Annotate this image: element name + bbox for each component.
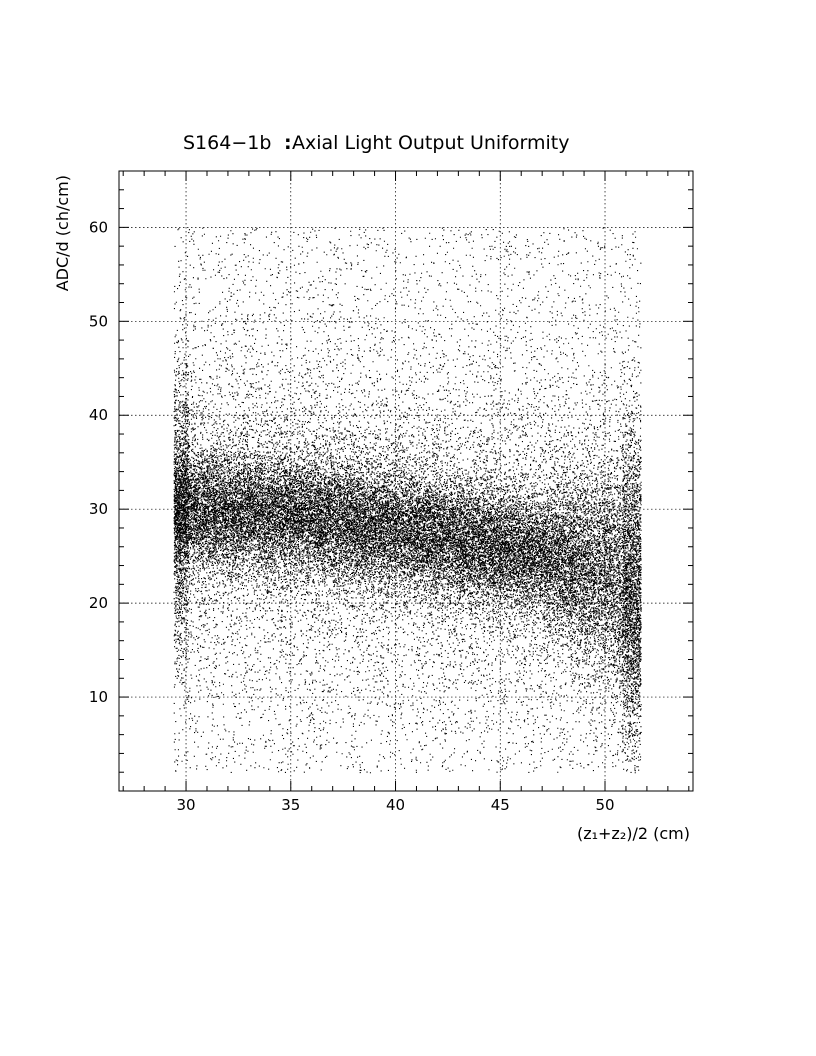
x-tick-label: 45	[491, 796, 510, 814]
chart-title-suffix: Axial Light Output Uniformity	[292, 132, 569, 154]
y-tick-label: 40	[89, 406, 108, 424]
chart-title: S164−1b	[183, 132, 271, 154]
x-tick-label: 40	[386, 796, 405, 814]
x-axis-label: (z₁+z₂)/2 (cm)	[577, 824, 690, 843]
scatter-points	[173, 227, 642, 774]
data-points	[173, 227, 642, 774]
x-tick-label: 50	[595, 796, 614, 814]
y-tick-label: 50	[89, 312, 108, 330]
plot-frame	[118, 170, 694, 792]
x-tick-labels: 30 35 40 45 50	[176, 796, 614, 814]
y-axis-label: ADC/d (ch/cm)	[53, 175, 72, 291]
y-tick-label: 60	[89, 218, 108, 236]
x-tick-label: 35	[281, 796, 300, 814]
x-tick-label: 30	[176, 796, 195, 814]
y-tick-label: 20	[89, 594, 108, 612]
y-tick-label: 10	[89, 688, 108, 706]
y-tick-labels: 10 20 30 40 50 60	[89, 218, 108, 706]
y-tick-label: 30	[89, 500, 108, 518]
axis-ticks	[119, 170, 693, 791]
grid	[119, 171, 693, 791]
chart-title-colon: :	[284, 132, 292, 154]
